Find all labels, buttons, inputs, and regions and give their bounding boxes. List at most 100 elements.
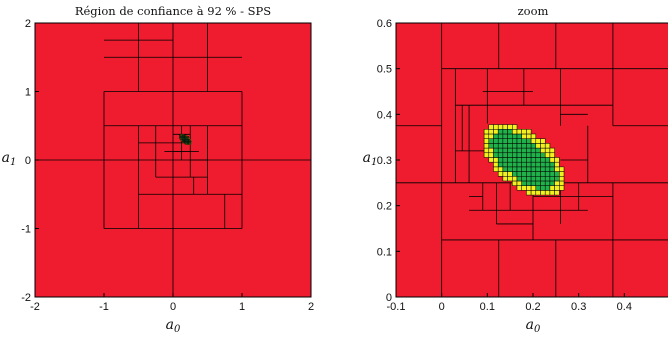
- inside-box: [493, 138, 499, 144]
- boundary-box: [516, 185, 522, 191]
- inside-box: [512, 143, 518, 149]
- boundary-box: [483, 133, 490, 139]
- inside-box: [526, 180, 532, 186]
- inside-box: [526, 147, 532, 154]
- inside-box: [516, 171, 522, 177]
- inside-box: [516, 161, 522, 168]
- inside-box: [554, 171, 560, 177]
- y-tick-label: 1: [25, 87, 31, 99]
- inside-box: [493, 147, 499, 154]
- boundary-box: [559, 166, 565, 172]
- boundary-box: [530, 138, 537, 144]
- inside-box: [544, 157, 551, 163]
- inside-box: [530, 161, 537, 168]
- inside-box: [521, 152, 527, 158]
- boundary-box: [497, 124, 504, 130]
- boundary-box: [493, 129, 499, 135]
- inside-box: [497, 129, 504, 135]
- inside-box: [502, 157, 508, 163]
- x-tick-label: -2: [30, 301, 40, 313]
- boundary-box: [493, 166, 499, 172]
- inside-box: [502, 143, 508, 149]
- boundary-box: [507, 176, 513, 182]
- boundary-box: [559, 180, 565, 186]
- boundary-box: [554, 185, 560, 191]
- inside-box: [549, 180, 555, 186]
- inside-box: [488, 143, 494, 149]
- x-axis-label: a0: [526, 317, 541, 335]
- inside-box: [493, 152, 499, 158]
- inside-box: [497, 152, 504, 158]
- boundary-box: [497, 171, 504, 177]
- boundary-box: [188, 136, 190, 138]
- boundary-box: [189, 138, 191, 140]
- boundary-box: [493, 161, 499, 168]
- inside-box: [530, 143, 537, 149]
- x-tick-label: 0: [170, 301, 176, 313]
- inside-box: [502, 138, 508, 144]
- inside-box: [502, 152, 508, 158]
- inside-box: [526, 176, 532, 182]
- inside-box: [507, 152, 513, 158]
- x-tick-label: 0: [439, 301, 445, 313]
- inside-box: [497, 147, 504, 154]
- inside-box: [497, 133, 504, 139]
- inside-box: [530, 157, 537, 163]
- inside-box: [526, 161, 532, 168]
- boundary-box: [526, 185, 532, 191]
- boundary-box: [535, 143, 541, 149]
- boundary-box: [554, 180, 560, 186]
- inside-box: [540, 180, 546, 186]
- inside-box: [535, 176, 541, 182]
- x-tick-label: 1: [239, 301, 245, 313]
- inside-box: [526, 171, 532, 177]
- boundary-box: [544, 190, 551, 196]
- inside-box: [493, 143, 499, 149]
- inside-box: [526, 143, 532, 149]
- inside-box: [512, 161, 518, 168]
- boundary-box: [507, 171, 513, 177]
- inside-box: [535, 152, 541, 158]
- inside-box: [544, 185, 551, 191]
- boundary-box: [549, 185, 555, 191]
- boundary-box: [483, 147, 490, 154]
- inside-box: [502, 129, 508, 135]
- boundary-box: [535, 138, 541, 144]
- boundary-box: [497, 166, 504, 172]
- boundary-box: [483, 143, 490, 149]
- y-axis-label: a1: [363, 150, 378, 168]
- chart-title: Région de confiance à 92 % - SPS: [75, 4, 271, 18]
- boundary-box: [493, 124, 499, 130]
- boundary-box: [507, 124, 513, 130]
- inside-box: [549, 176, 555, 182]
- x-axis-label: a0: [166, 317, 181, 335]
- boundary-box: [549, 152, 555, 158]
- y-tick-label: 0: [25, 155, 31, 167]
- zoom-chart: zoom a0 a1 -0.1 0 0.1 0.2 0.3 0.400.10.20.30.…: [363, 4, 668, 335]
- inside-box: [516, 176, 522, 182]
- y-tick-label: 0.2: [377, 201, 392, 213]
- boundary-box: [530, 185, 537, 191]
- inside-box: [521, 176, 527, 182]
- inside-box: [497, 161, 504, 168]
- boundary-box: [516, 129, 522, 135]
- boundary-box: [189, 137, 191, 139]
- boundary-box: [549, 147, 555, 154]
- boundary-box: [185, 134, 187, 136]
- inside-box: [530, 147, 537, 154]
- inside-box: [507, 147, 513, 154]
- inside-box: [540, 176, 546, 182]
- boundary-box: [530, 190, 537, 196]
- inside-box: [544, 171, 551, 177]
- inside-box: [521, 171, 527, 177]
- boundary-box: [483, 152, 490, 158]
- inside-box: [540, 185, 546, 191]
- boundary-box: [512, 180, 518, 186]
- inside-box: [516, 133, 522, 139]
- boundary-box: [526, 190, 532, 196]
- inside-box: [521, 180, 527, 186]
- y-tick-label: 2: [25, 18, 31, 30]
- inside-box: [512, 147, 518, 154]
- boundary-box: [488, 152, 494, 158]
